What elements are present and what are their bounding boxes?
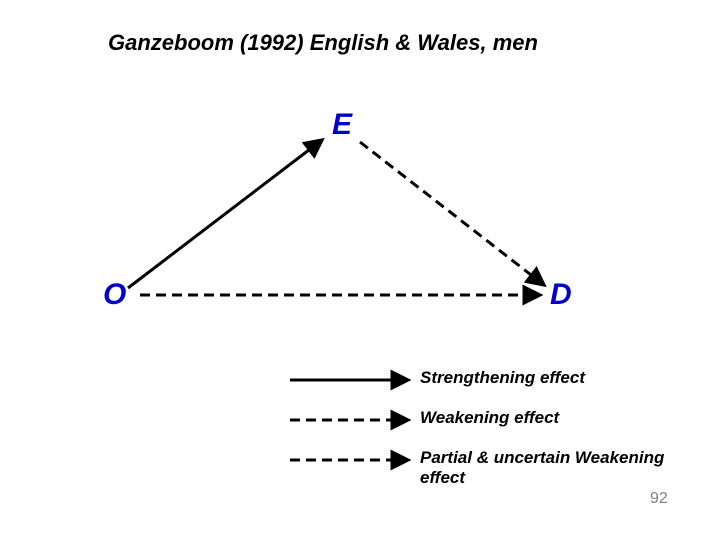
edge-e-d [360,142,544,285]
page-number: 92 [650,490,668,508]
diagram-title: Ganzeboom (1992) English & Wales, men [108,30,538,56]
legend-item-1-label: Weakening effect [420,408,559,428]
legend-item-0-label: Strengthening effect [420,368,585,388]
edge-o-e [128,140,322,288]
node-e-label: E [332,108,352,142]
node-o-label: O [103,278,126,312]
legend-item-2-label: Partial & uncertain Weakening effect [420,448,680,488]
node-d-label: D [550,278,572,312]
